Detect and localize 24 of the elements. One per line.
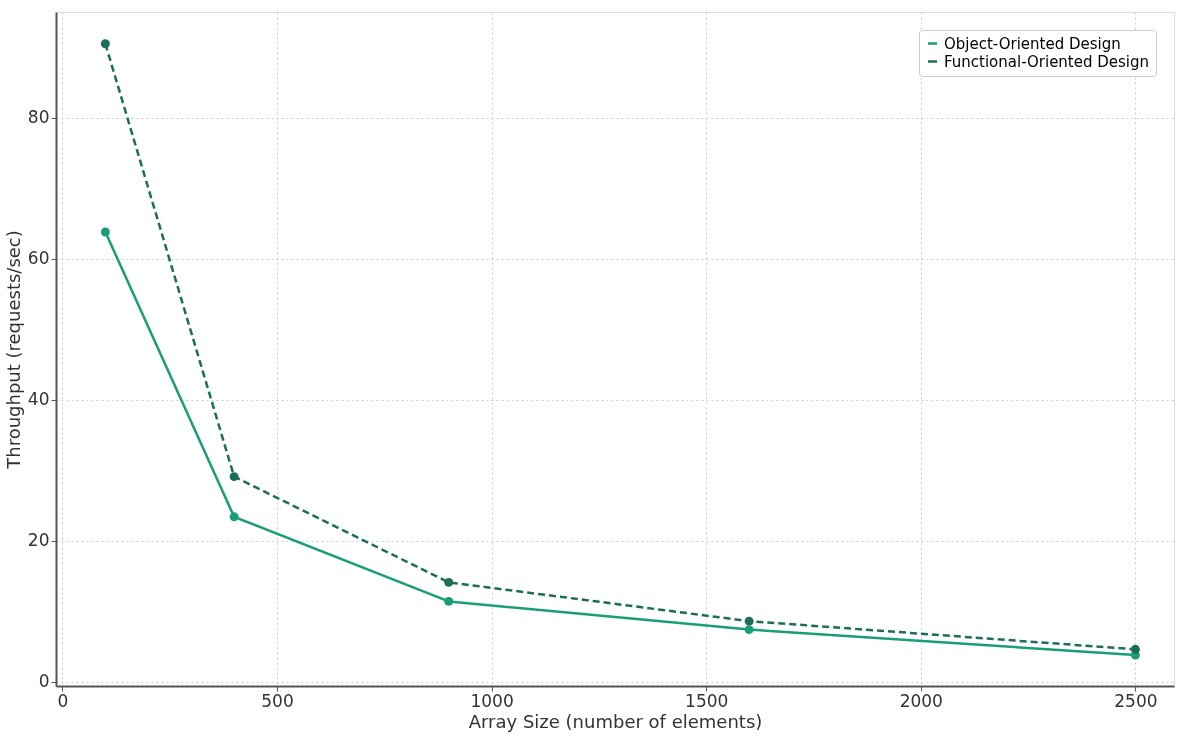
point bbox=[444, 577, 454, 587]
y-tick-label: 80 bbox=[27, 107, 50, 128]
x-tick-label: 2500 bbox=[1114, 690, 1158, 711]
x-tick-label: 1000 bbox=[470, 690, 514, 711]
y-axis-title: Throughput (requests/sec) bbox=[2, 230, 24, 470]
point bbox=[744, 625, 754, 635]
y-tick-label: 40 bbox=[27, 389, 50, 410]
x-axis-title: Array Size (number of elements) bbox=[468, 710, 763, 732]
y-tick-label: 0 bbox=[38, 671, 50, 692]
point bbox=[100, 39, 110, 49]
y-tick-label: 20 bbox=[27, 530, 50, 551]
point bbox=[229, 512, 239, 522]
x-tick-label: 1500 bbox=[685, 690, 729, 711]
point bbox=[744, 616, 754, 626]
y-tick-label: 60 bbox=[27, 248, 50, 269]
point bbox=[444, 596, 454, 606]
legend-label: Object-Oriented Design bbox=[944, 34, 1121, 53]
x-tick-label: 500 bbox=[261, 690, 294, 711]
point bbox=[1130, 644, 1140, 654]
legend-label: Functional-Oriented Design bbox=[944, 52, 1150, 71]
x-tick-label: 0 bbox=[57, 690, 69, 711]
point bbox=[229, 472, 239, 482]
point bbox=[100, 227, 110, 237]
x-tick-label: 2000 bbox=[899, 690, 943, 711]
